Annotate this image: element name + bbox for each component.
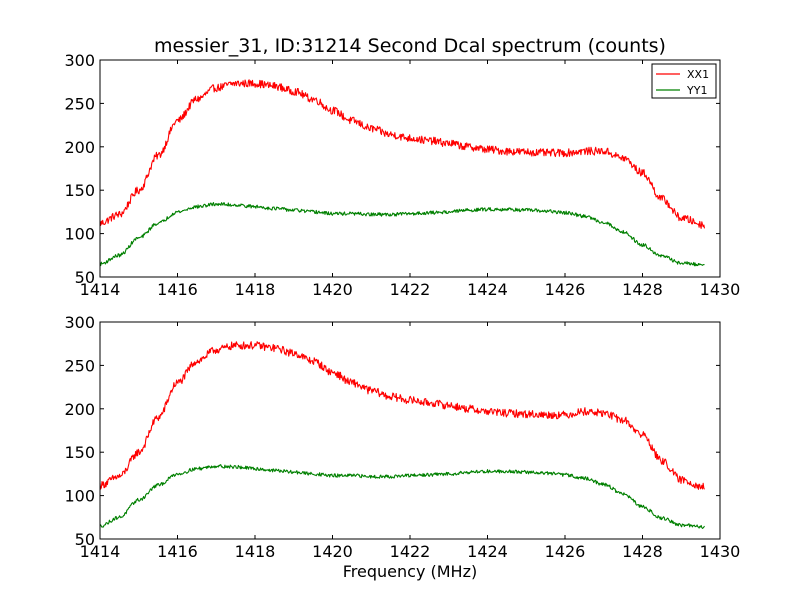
bottom-ytick-label: 250 (64, 356, 95, 375)
top-ytick-label: 250 (64, 94, 95, 113)
bottom-xtick-label: 1426 (545, 542, 586, 561)
top-xtick-label: 1418 (235, 280, 276, 299)
x-axis-label: Frequency (MHz) (343, 562, 477, 581)
bottom-ytick-label: 50 (75, 530, 95, 549)
bottom-panel-series (99, 341, 705, 529)
bottom-panel: 1414 1416 1418 1420 1422 1424 1426 1428 1430 50 10… (64, 313, 740, 561)
top-xtick-label: 1428 (622, 280, 663, 299)
bottom-ytick-label: 300 (64, 313, 95, 332)
top-series-xx1 (99, 79, 706, 229)
bottom-xtick-label: 1424 (467, 542, 508, 561)
bottom-ytick-label: 200 (64, 400, 95, 419)
top-panel: 1414 1416 1418 1420 1422 1424 1426 1428 1430 50 10… (64, 51, 740, 299)
bottom-series-xx1 (99, 341, 705, 490)
chart-title: messier_31, ID:31214 Second Dcal spectru… (154, 35, 666, 57)
top-ytick-label: 200 (64, 138, 95, 157)
legend-label-yy1: YY1 (686, 84, 707, 97)
top-ytick-label: 150 (64, 181, 95, 200)
bottom-xtick-label: 1416 (157, 542, 198, 561)
bottom-xtick-label: 1422 (390, 542, 431, 561)
bottom-xtick-label: 1430 (700, 542, 741, 561)
bottom-ytick-label: 100 (64, 487, 95, 506)
top-xtick-label: 1424 (467, 280, 508, 299)
top-ytick-label: 50 (75, 268, 95, 287)
top-xtick-label: 1422 (390, 280, 431, 299)
top-ytick-label: 300 (64, 51, 95, 70)
bottom-xtick-label: 1418 (235, 542, 276, 561)
bottom-xtick-label: 1428 (622, 542, 663, 561)
legend-label-xx1: XX1 (687, 68, 709, 81)
bottom-ytick-label: 150 (64, 443, 95, 462)
top-panel-series (99, 79, 706, 267)
bottom-xtick-label: 1414 (80, 542, 121, 561)
top-panel-ticks: 1414 1416 1418 1420 1422 1424 1426 1428 1430 50 10… (64, 51, 740, 299)
top-series-yy1 (99, 202, 705, 267)
top-ytick-label: 100 (64, 225, 95, 244)
top-xtick-label: 1426 (545, 280, 586, 299)
legend-box (651, 63, 717, 99)
top-xtick-label: 1416 (157, 280, 198, 299)
bottom-series-yy1 (99, 464, 705, 529)
legend: XX1 YY1 (651, 63, 717, 99)
bottom-panel-ticks: 1414 1416 1418 1420 1422 1424 1426 1428 1430 50 10… (64, 313, 740, 561)
top-xtick-label: 1430 (700, 280, 741, 299)
top-xtick-label: 1420 (312, 280, 353, 299)
top-xtick-label: 1414 (80, 280, 121, 299)
bottom-xtick-label: 1420 (312, 542, 353, 561)
